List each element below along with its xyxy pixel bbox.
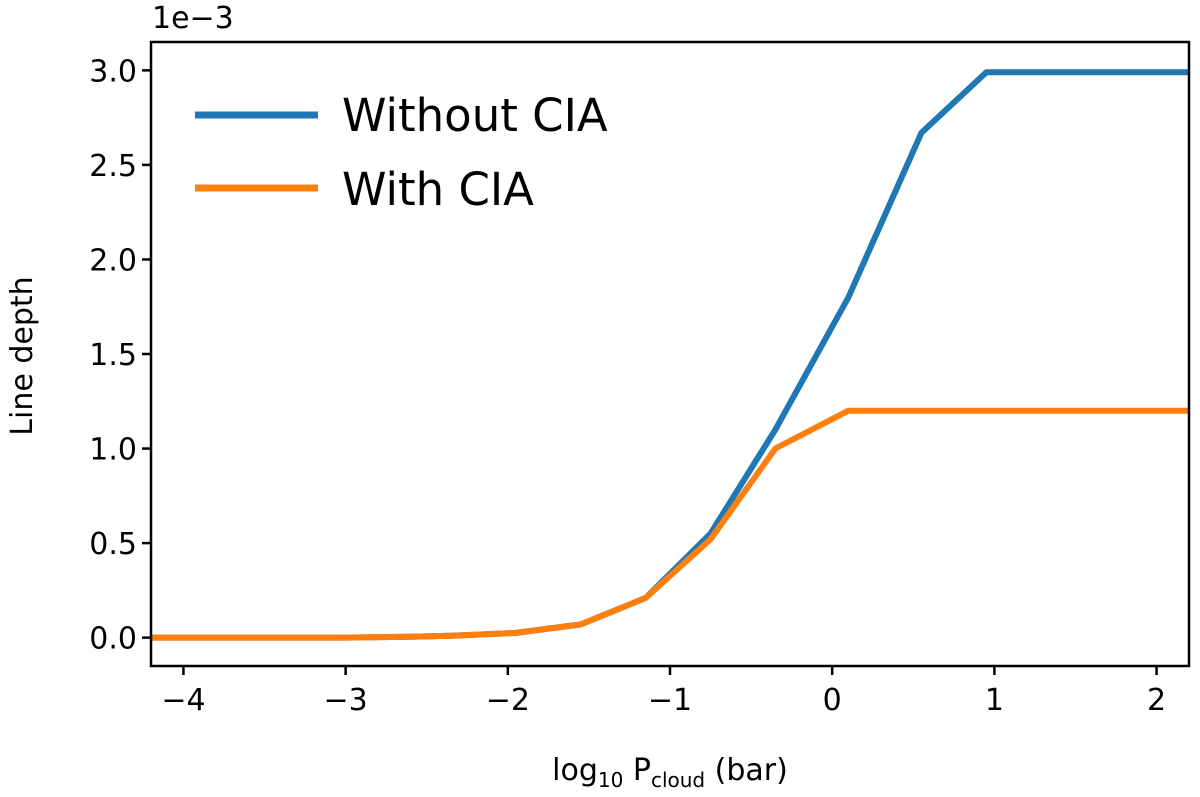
plot-frame <box>149 40 1191 668</box>
x-axis-label-unit: (bar) <box>705 753 788 788</box>
y-offset-label: 1e−3 <box>152 1 234 36</box>
series-layer <box>151 69 1189 641</box>
legend: Without CIA With CIA <box>195 89 608 216</box>
y-tick-label: 2.5 <box>89 149 137 184</box>
x-tick-label: 2 <box>1147 683 1166 718</box>
x-axis-label: log10 Pcloud (bar) <box>552 753 788 792</box>
x-tick-label: −4 <box>161 683 205 718</box>
series-line-without-cia <box>151 69 1189 641</box>
tick-layer: −4 −3 −2 −1 0 1 2 0.0 0.5 1.0 1.5 2.0 2.5 3.0 <box>89 54 1166 718</box>
x-axis-label-base: log <box>552 753 598 788</box>
y-axis-label: Line depth <box>5 276 40 435</box>
x-axis-label-base-sub: 10 <box>598 768 623 792</box>
x-tick-label: −2 <box>486 683 530 718</box>
legend-label-without-cia: Without CIA <box>342 89 608 142</box>
y-tick-label: 1.0 <box>89 433 137 468</box>
x-tick-label: −3 <box>324 683 368 718</box>
y-tick-label: 3.0 <box>89 54 137 89</box>
x-tick-label: −1 <box>648 683 692 718</box>
x-axis-label-p-sub: cloud <box>651 768 705 792</box>
y-tick-label: 0.5 <box>89 527 137 562</box>
x-tick-label: 0 <box>823 683 842 718</box>
y-tick-label: 2.0 <box>89 243 137 278</box>
legend-label-with-cia: With CIA <box>342 163 534 216</box>
x-tick-label: 1 <box>985 683 1004 718</box>
y-tick-label: 0.0 <box>89 622 137 657</box>
series-line-with-cia <box>151 407 1189 641</box>
y-tick-label: 1.5 <box>89 338 137 373</box>
x-axis-label-p: P <box>623 753 651 788</box>
